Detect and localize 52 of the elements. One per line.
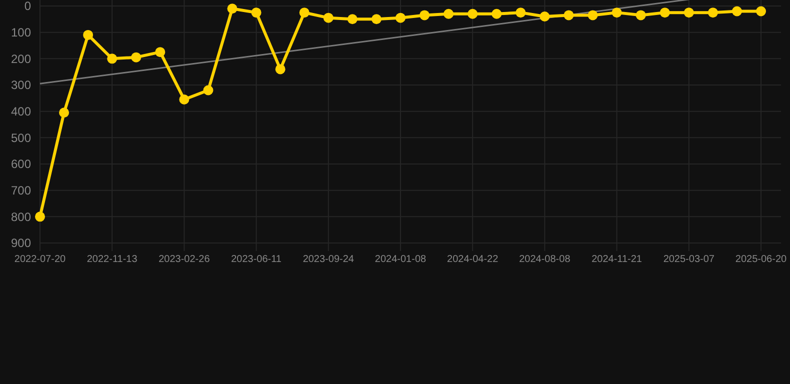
point bbox=[299, 8, 310, 18]
point bbox=[708, 8, 718, 18]
y-tick-label: 800 bbox=[10, 210, 32, 224]
x-tick-label: 2023-02-26 bbox=[158, 254, 210, 265]
y-tick-label: 900 bbox=[10, 236, 32, 250]
x-tick-label: 2023-06-11 bbox=[231, 254, 282, 265]
y-tick-label: 200 bbox=[10, 52, 32, 66]
y-tick-label: 0 bbox=[24, 0, 32, 14]
point bbox=[179, 94, 190, 104]
y-tick-label: 400 bbox=[10, 104, 32, 119]
point bbox=[660, 8, 670, 18]
point bbox=[396, 12, 406, 23]
point bbox=[684, 8, 694, 18]
point bbox=[612, 8, 622, 18]
x-tick-label: 2023-09-24 bbox=[302, 254, 354, 265]
x-tick-label: 2022-11-13 bbox=[86, 254, 138, 265]
x-tick-label: 2022-07-20 bbox=[14, 254, 66, 265]
x-tick-label: 2024-08-08 bbox=[519, 254, 571, 265]
point bbox=[492, 8, 502, 19]
point bbox=[756, 6, 766, 16]
point bbox=[275, 64, 286, 74]
x-tick-label: 2024-11-21 bbox=[592, 254, 642, 265]
point bbox=[323, 12, 334, 23]
point bbox=[732, 6, 742, 16]
point bbox=[227, 4, 238, 14]
x-tick-label: 2024-01-08 bbox=[374, 254, 427, 265]
x-tick-label: 2025-06-20 bbox=[735, 254, 788, 265]
point bbox=[251, 8, 262, 18]
point bbox=[83, 30, 94, 40]
point bbox=[516, 8, 526, 18]
point bbox=[131, 52, 142, 62]
point bbox=[564, 10, 574, 20]
point bbox=[35, 212, 45, 222]
point bbox=[636, 10, 646, 20]
point bbox=[59, 108, 70, 118]
y-tick-label: 500 bbox=[10, 130, 32, 145]
y-tick-label: 100 bbox=[10, 26, 32, 40]
point bbox=[588, 10, 598, 20]
point bbox=[107, 54, 118, 64]
x-tick-label: 2024-04-22 bbox=[447, 254, 499, 265]
y-tick-label: 600 bbox=[10, 157, 32, 172]
point bbox=[444, 8, 454, 19]
y-tick-label: 700 bbox=[10, 184, 32, 198]
y-tick-label: 300 bbox=[10, 78, 32, 92]
point bbox=[203, 85, 214, 96]
x-tick-label: 2025-03-07 bbox=[663, 254, 715, 265]
point bbox=[371, 14, 382, 24]
point bbox=[468, 8, 478, 19]
point bbox=[540, 12, 550, 22]
point bbox=[155, 47, 166, 58]
point bbox=[347, 14, 358, 24]
point bbox=[420, 10, 430, 20]
